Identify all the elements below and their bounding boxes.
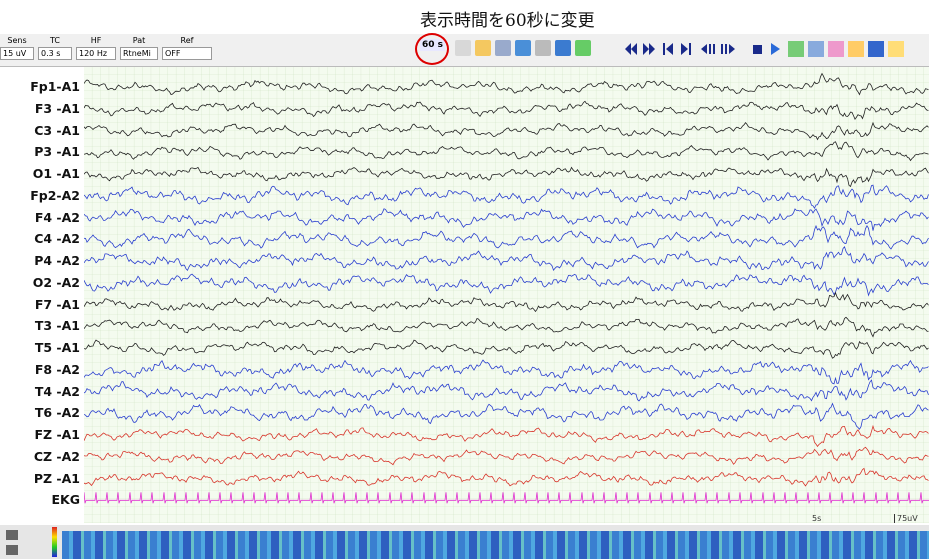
eeg-trace [84,100,929,121]
control: HF 120 Hz [76,36,116,60]
channel-label: CZ -A2 [33,448,80,464]
channel-label: EKG [51,492,81,508]
step-back[interactable] [701,44,715,54]
control-label: Ref [180,36,194,45]
channel-label: C3 -A1 [34,122,80,138]
eeg-trace [84,402,929,430]
channel-label: P4 -A2 [34,253,80,268]
rewind-button[interactable] [625,43,637,55]
icon[interactable] [575,40,591,56]
eeg-trace [84,291,929,313]
channel-label: T4 -A2 [34,383,80,399]
channel-label: T3 -A1 [34,318,80,334]
eeg-trace [84,379,929,402]
media-controls [625,41,904,57]
eeg-trace [84,166,929,188]
icon[interactable] [888,41,904,57]
channel-label: Fp1-A1 [30,79,80,94]
time-scale: 5s [812,514,822,523]
last-button[interactable] [681,43,691,55]
eeg-trace [84,184,929,210]
icon[interactable] [808,41,824,57]
control-select[interactable]: OFF [162,47,212,60]
channel-label: O2 -A2 [32,274,80,290]
spectrogram-panel [0,525,929,559]
color-bar [52,527,57,557]
eeg-trace [84,273,929,297]
eeg-trace [84,72,929,96]
play-button[interactable] [771,43,780,55]
stop-button[interactable] [753,45,762,54]
icon[interactable] [788,41,804,57]
icon[interactable] [868,41,884,57]
eeg-trace [84,245,929,272]
channel-label: F8 -A2 [34,361,80,377]
icon[interactable] [515,40,531,56]
eeg-trace [84,492,929,504]
icon[interactable] [455,40,471,56]
step-fwd[interactable] [721,44,735,54]
eeg-trace [84,224,929,250]
first-button[interactable] [663,43,673,55]
eeg-trace [84,208,929,231]
channel-label: F3 -A1 [34,100,80,116]
channel-label: F4 -A2 [34,209,80,225]
control-label: HF [90,36,102,45]
channel-label: FZ -A1 [34,427,80,442]
control: Pat RtneMi [120,36,158,60]
icon[interactable] [828,41,844,57]
highlight-circle [415,33,449,65]
eeg-trace [84,339,929,359]
control-label: TC [49,36,60,45]
channel-label: O1 -A1 [32,166,80,181]
amplitude-scale: 75uV [894,514,918,523]
eeg-trace [84,467,929,487]
icon[interactable] [475,40,491,56]
control: TC 0.3 s [38,36,72,60]
channel-label: Fp2-A2 [30,187,80,203]
spectrogram [62,531,929,559]
control: Sens 15 uV [0,36,34,60]
eeg-trace [84,141,929,162]
channel-label: C4 -A2 [34,231,80,247]
control-label: Pat [132,36,146,45]
eeg-trace [84,446,929,466]
channel-label: T5 -A1 [34,340,80,355]
channel-label: F7 -A1 [34,296,80,312]
zoom-in[interactable] [6,530,18,540]
eeg-trace [84,359,929,385]
trace-area [84,67,929,523]
forward-button[interactable] [643,43,655,55]
control-select[interactable]: 120 Hz [76,47,116,60]
control-select[interactable]: 0.3 s [38,47,72,60]
eeg-trace [84,424,929,448]
eeg-trace [84,316,929,338]
icon[interactable] [848,41,864,57]
control-select[interactable]: 15 uV [0,47,34,60]
control-select[interactable]: RtneMi [120,47,158,60]
icon[interactable] [535,40,551,56]
annotation: 表示時間を60秒に変更 [420,11,595,31]
zoom-out[interactable] [6,545,18,555]
channel-label: T6 -A2 [34,405,80,421]
grid [84,67,929,523]
icon[interactable] [555,40,571,56]
eeg-trace [84,121,929,141]
control: Ref OFF [162,36,212,60]
icon[interactable] [495,40,511,56]
channel-label: PZ -A1 [33,470,80,486]
channel-label: P3 -A1 [34,144,80,160]
control-label: Sens [7,36,27,45]
